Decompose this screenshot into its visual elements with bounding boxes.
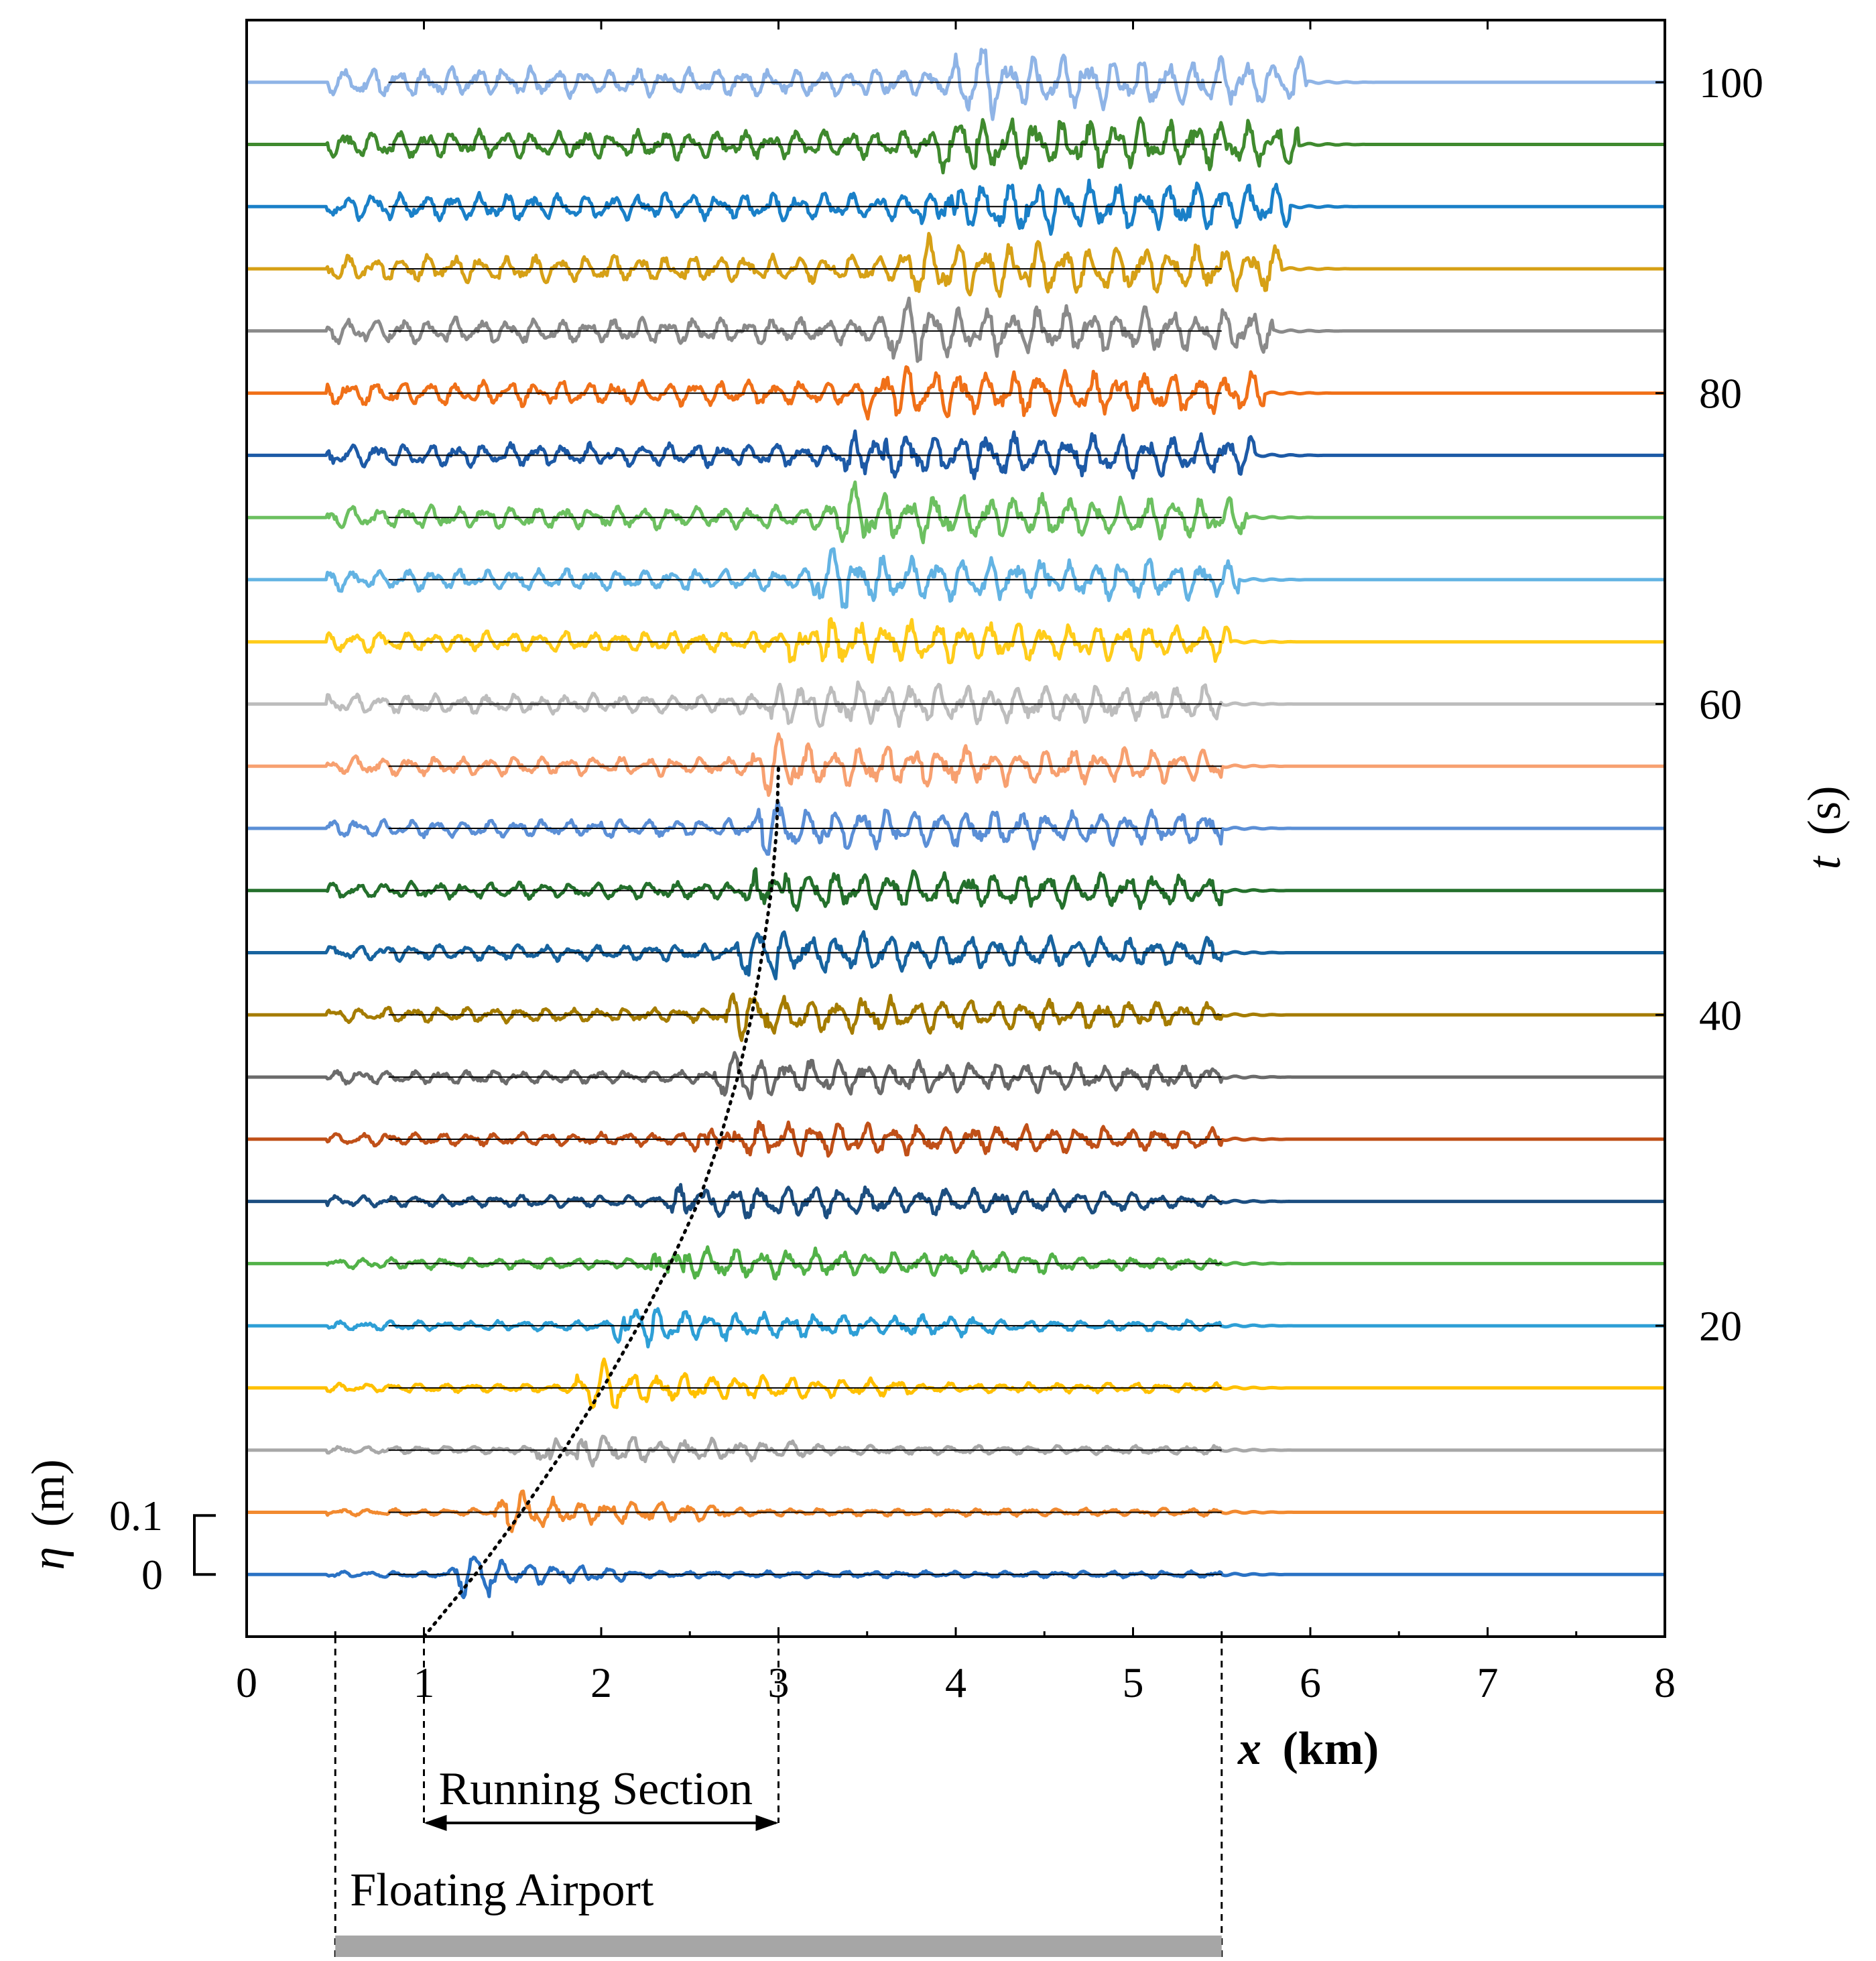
- eta-axis-label: η (m): [23, 1459, 74, 1570]
- t-tick-label-40: 40: [1699, 991, 1742, 1039]
- t-tick-label-100: 100: [1699, 59, 1763, 107]
- trace-t-24: [246, 1245, 1666, 1281]
- x-tick-label-4: 4: [945, 1659, 966, 1706]
- x-tick-label-7: 7: [1477, 1659, 1499, 1706]
- x-axis-label: x (km): [1237, 1723, 1379, 1775]
- annotations-group: [334, 1637, 1223, 1957]
- t-tick-label-60: 60: [1699, 680, 1742, 728]
- eta-scale-label-lower: 0: [141, 1551, 163, 1598]
- t-axis-label: t (s): [1799, 786, 1851, 870]
- x-tick-label-2: 2: [590, 1659, 612, 1706]
- traces-group: [246, 48, 1666, 1600]
- trace-t-64: [246, 617, 1666, 665]
- t-axis-ticks: 20 40 60 80 100: [1655, 59, 1763, 1350]
- floating-airport-bar: [335, 1936, 1222, 1957]
- eta-scale-label-upper: 0.1: [109, 1492, 163, 1539]
- x-axis-symbol: x: [1237, 1723, 1261, 1775]
- t-axis-symbol: t: [1799, 855, 1851, 869]
- trace-t-72: [246, 480, 1666, 545]
- trace-t-60: [246, 680, 1666, 729]
- trace-t-80: [246, 365, 1666, 421]
- trace-t-96: [246, 116, 1666, 175]
- trace-t-52: [246, 801, 1666, 856]
- trace-t-32: [246, 1120, 1666, 1158]
- trace-t-28: [246, 1183, 1666, 1220]
- t-tick-label-80: 80: [1699, 370, 1742, 418]
- trace-t-88: [246, 232, 1666, 298]
- eta-scale-bar: [193, 1514, 216, 1576]
- trace-t-4: [246, 1556, 1666, 1600]
- trace-t-76: [246, 429, 1666, 481]
- trace-t-12: [246, 1434, 1666, 1468]
- t-tick-label-20: 20: [1699, 1302, 1742, 1350]
- trace-t-84: [246, 296, 1666, 363]
- eta-axis-unit: (m): [23, 1459, 74, 1527]
- trace-t-40: [246, 992, 1666, 1042]
- moving-load-path: [422, 764, 780, 1639]
- running-section-label: Running Section: [439, 1763, 753, 1815]
- arrow-head-left: [424, 1815, 447, 1831]
- x-tick-label-6: 6: [1300, 1659, 1321, 1706]
- trace-t-100: [246, 48, 1666, 121]
- trace-t-48: [246, 867, 1666, 912]
- eta-axis-symbol: η: [23, 1547, 74, 1570]
- x-tick-label-5: 5: [1123, 1659, 1144, 1706]
- trace-t-68: [246, 547, 1666, 609]
- arrow-head-right: [755, 1815, 779, 1831]
- x-tick-label-8: 8: [1654, 1659, 1676, 1706]
- trace-t-44: [246, 930, 1666, 980]
- trace-t-20: [246, 1307, 1666, 1348]
- t-axis-unit: (s): [1799, 786, 1851, 836]
- baselines-group: [388, 81, 1222, 1576]
- eta-scale-bracket: [193, 1514, 216, 1576]
- trace-t-36: [246, 1051, 1666, 1100]
- x-axis-unit: (km): [1283, 1723, 1379, 1775]
- x-tick-label-0: 0: [236, 1659, 257, 1706]
- trace-t-8: [246, 1489, 1666, 1533]
- floating-airport-label: Floating Airport: [350, 1864, 654, 1916]
- trace-t-56: [246, 732, 1666, 798]
- trace-t-16: [246, 1357, 1666, 1409]
